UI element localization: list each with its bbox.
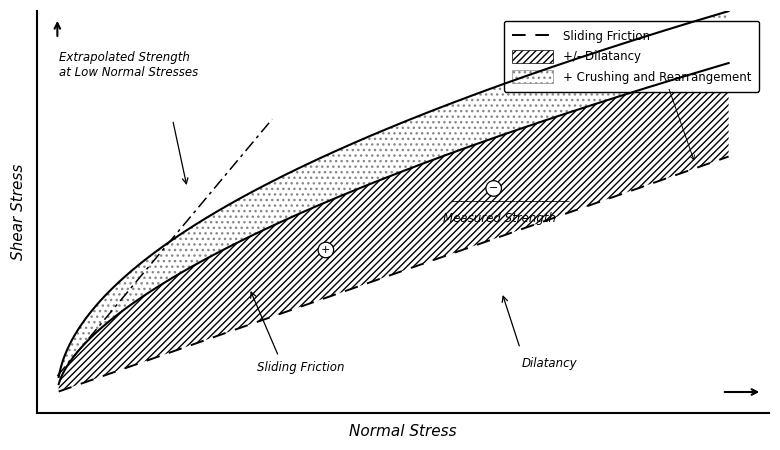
- Text: Extrapolated Strength
at Low Normal Stresses: Extrapolated Strength at Low Normal Stre…: [59, 51, 198, 79]
- Text: Dilatancy: Dilatancy: [522, 356, 577, 369]
- X-axis label: Normal Stress: Normal Stress: [349, 424, 457, 439]
- Text: ──────────────────────: ──────────────────────: [451, 198, 569, 207]
- Legend: Sliding Friction, +/- Dilatancy, + Crushing and Rearrangement: Sliding Friction, +/- Dilatancy, + Crush…: [504, 21, 759, 92]
- Text: −: −: [489, 184, 498, 194]
- Text: Measured Strength: Measured Strength: [443, 212, 556, 225]
- Text: Sliding Friction: Sliding Friction: [257, 360, 345, 374]
- Y-axis label: Shear Stress: Shear Stress: [11, 164, 26, 260]
- Text: +: +: [321, 245, 331, 255]
